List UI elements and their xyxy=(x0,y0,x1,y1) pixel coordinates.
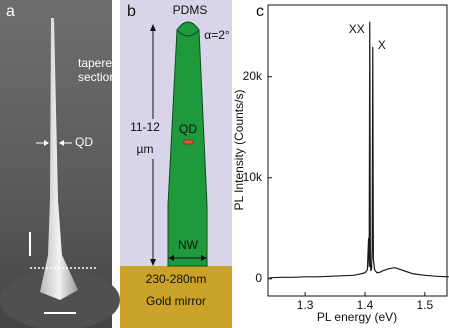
y-axis-label: PL Intensity (Counts/s) xyxy=(232,90,246,211)
arrow-head xyxy=(44,140,49,146)
length-label: µm xyxy=(137,142,154,156)
x-axis-label: PL energy (eV) xyxy=(317,310,397,324)
arrow-head xyxy=(168,255,174,261)
arrow-head xyxy=(150,24,156,31)
series-line xyxy=(269,21,449,279)
length-label: 11-12 xyxy=(130,120,160,134)
arrow-head xyxy=(150,259,156,266)
panel-a: a tapered section QD xyxy=(0,0,120,328)
nw-label: NW xyxy=(178,238,199,252)
cap xyxy=(176,29,200,37)
annotation: tapered xyxy=(78,56,119,70)
arrow-head xyxy=(59,140,64,146)
arrow-head xyxy=(201,255,207,261)
qd-label: QD xyxy=(179,122,197,136)
panel-label: c xyxy=(256,3,264,20)
peak-label: X xyxy=(378,38,386,52)
panel-b: 11-12 µm b PDMS α=2° QD NW 230-280nm Gol… xyxy=(120,0,232,328)
y-tick-label: 20k xyxy=(243,69,263,83)
x-tick-label: 1.5 xyxy=(417,298,434,312)
quantum-dot xyxy=(183,139,194,145)
gold-mirror xyxy=(120,266,232,328)
nanowire xyxy=(40,18,78,300)
y-tick-label: 10k xyxy=(243,170,263,184)
thickness-label: 230-280nm xyxy=(146,272,207,286)
pdms-label: PDMS xyxy=(173,3,208,17)
panel-c: c PL energy (eV) PL Intensity (Counts/s)… xyxy=(232,3,449,324)
plot-frame xyxy=(267,4,448,297)
annotation: section xyxy=(78,70,116,84)
mirror-label: Gold mirror xyxy=(146,294,206,308)
qd-label: QD xyxy=(75,135,93,149)
panel-label: a xyxy=(6,3,15,20)
x-tick-label: 1.3 xyxy=(297,298,314,312)
angle-label: α=2° xyxy=(204,28,230,42)
peak-label: XX xyxy=(349,22,365,36)
x-tick-label: 1.4 xyxy=(357,298,374,312)
y-tick-label: 0 xyxy=(255,271,262,285)
label-bg xyxy=(130,119,164,159)
panel-label: b xyxy=(127,3,136,20)
